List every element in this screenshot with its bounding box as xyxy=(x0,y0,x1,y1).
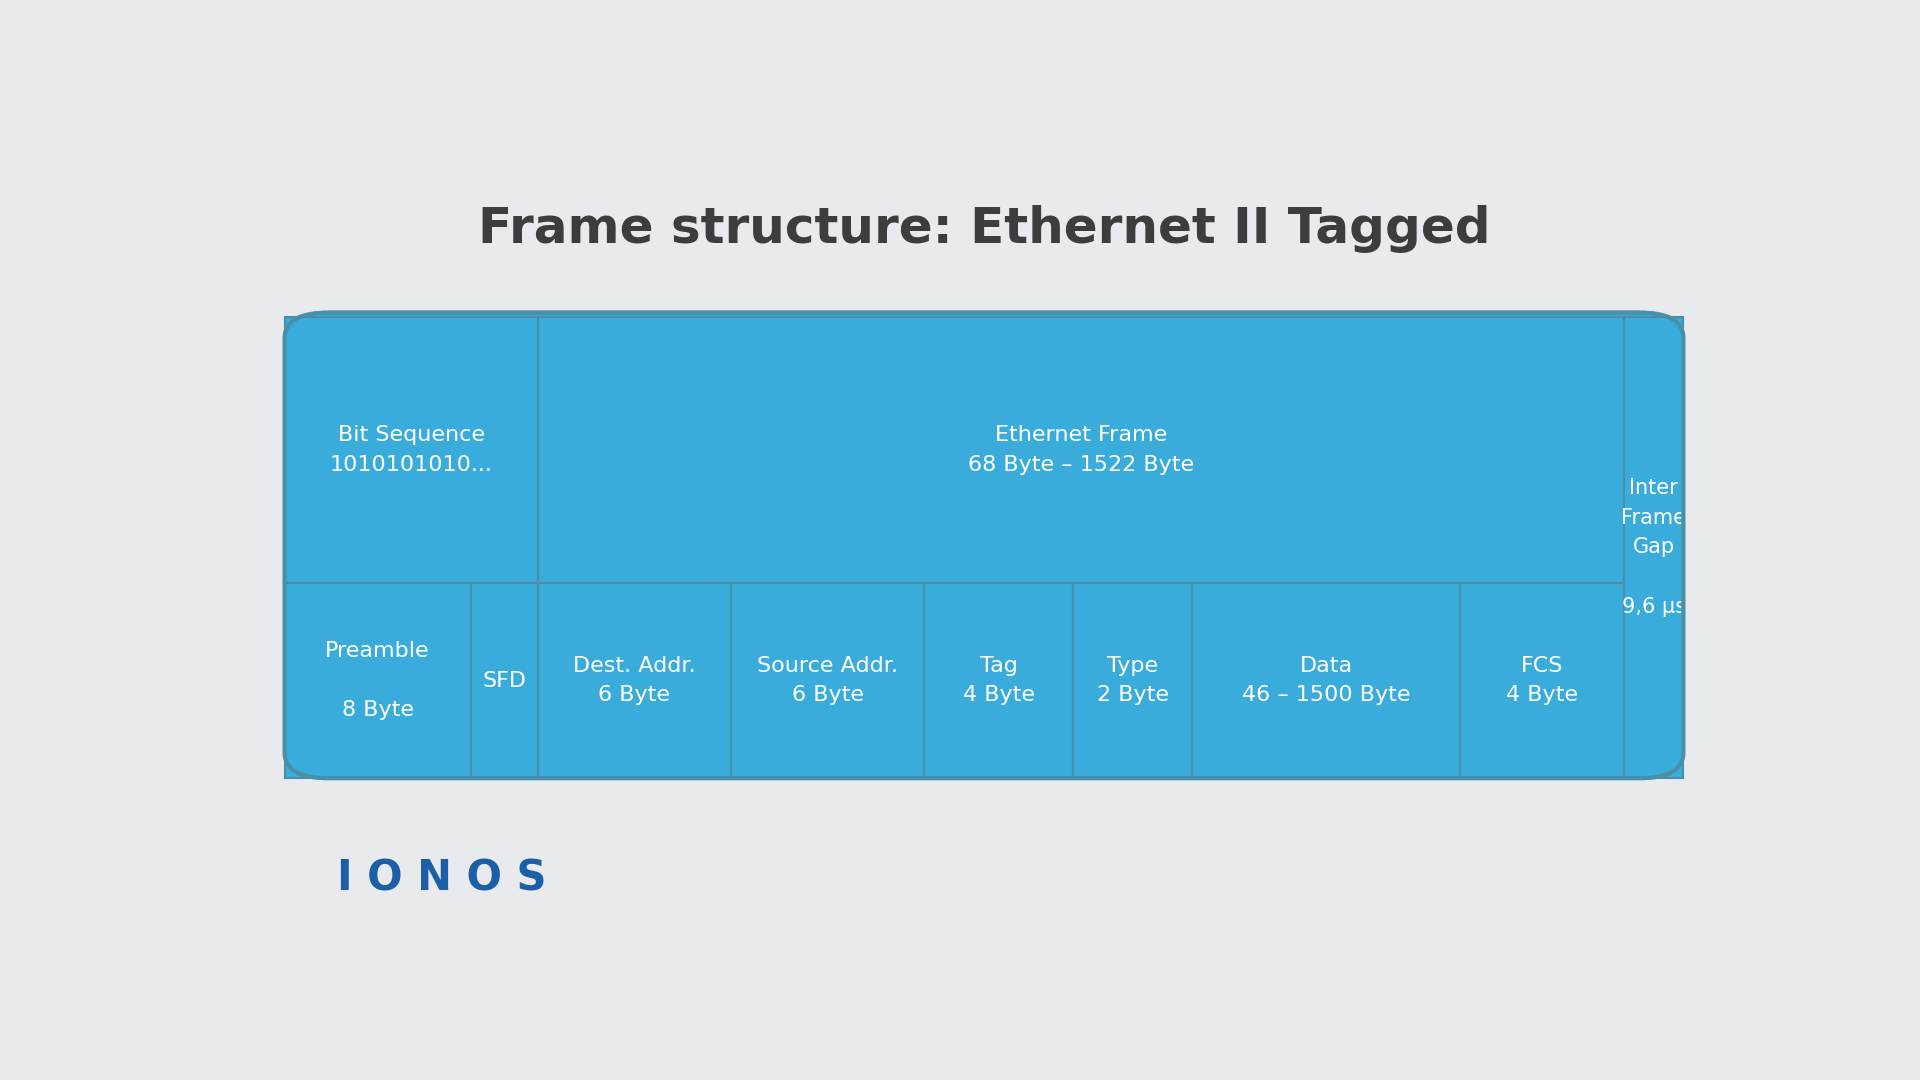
Text: Type
2 Byte: Type 2 Byte xyxy=(1096,656,1169,705)
Text: Preamble

8 Byte: Preamble 8 Byte xyxy=(324,640,430,720)
Bar xyxy=(284,583,470,779)
Text: I O N O S: I O N O S xyxy=(336,858,545,899)
Bar xyxy=(1459,583,1624,779)
Text: Bit Sequence
1010101010...: Bit Sequence 1010101010... xyxy=(330,424,493,474)
FancyBboxPatch shape xyxy=(284,312,1684,779)
Bar xyxy=(1624,316,1684,779)
Bar xyxy=(1073,583,1192,779)
Text: FCS
4 Byte: FCS 4 Byte xyxy=(1505,656,1578,705)
Text: Ethernet Frame
68 Byte – 1522 Byte: Ethernet Frame 68 Byte – 1522 Byte xyxy=(968,424,1194,474)
Text: Dest. Addr.
6 Byte: Dest. Addr. 6 Byte xyxy=(572,656,695,705)
Text: Frame structure: Ethernet II Tagged: Frame structure: Ethernet II Tagged xyxy=(478,205,1490,254)
Bar xyxy=(538,583,732,779)
Text: Source Addr.
6 Byte: Source Addr. 6 Byte xyxy=(756,656,899,705)
Bar xyxy=(470,583,538,779)
Text: Tag
4 Byte: Tag 4 Byte xyxy=(962,656,1035,705)
Text: SFD: SFD xyxy=(482,671,526,690)
Bar xyxy=(925,583,1073,779)
Bar xyxy=(284,316,538,583)
Bar xyxy=(1192,583,1461,779)
Bar xyxy=(732,583,925,779)
Bar xyxy=(538,316,1624,583)
Text: Inter
Frame
Gap

9,6 µs: Inter Frame Gap 9,6 µs xyxy=(1620,478,1686,617)
Text: Data
46 – 1500 Byte: Data 46 – 1500 Byte xyxy=(1242,656,1411,705)
